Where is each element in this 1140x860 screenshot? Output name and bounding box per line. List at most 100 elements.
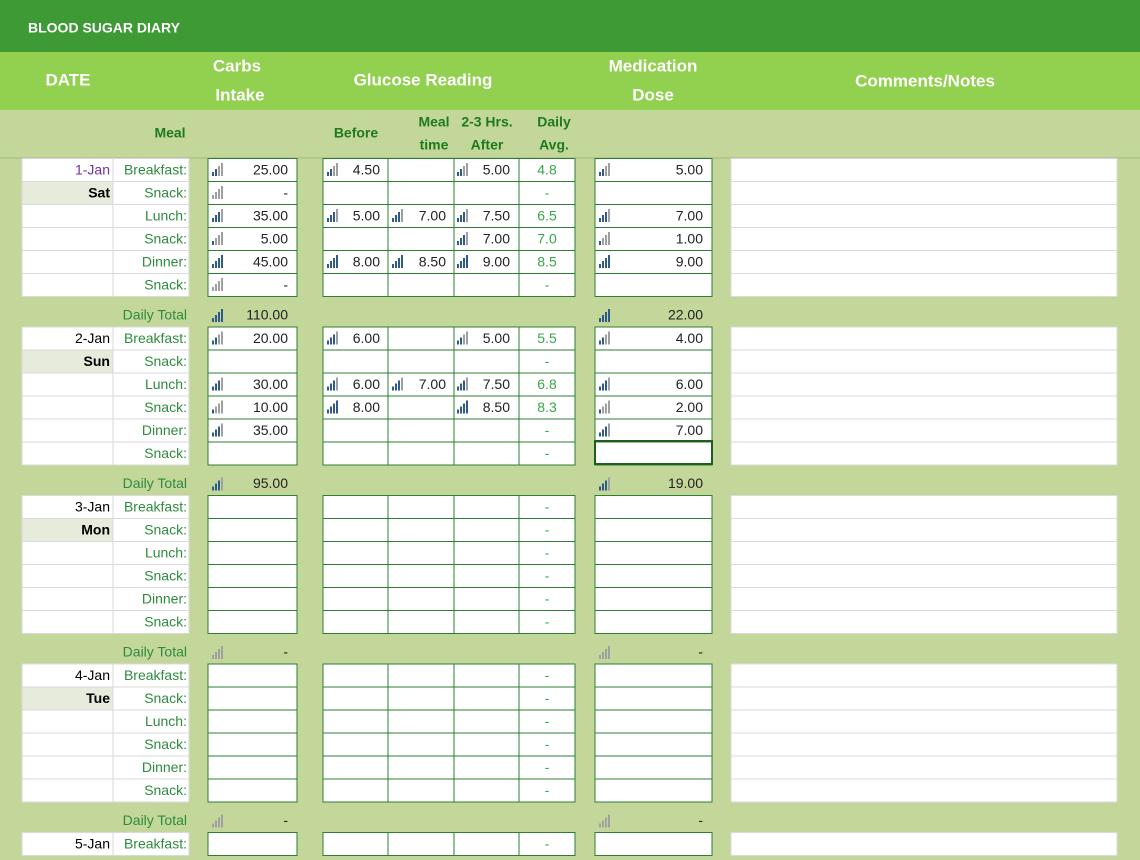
date-cell bbox=[21, 755, 114, 780]
selected-cell bbox=[594, 440, 713, 465]
icon-bar bbox=[218, 403, 220, 414]
icon-bar bbox=[218, 166, 220, 176]
icon-bar bbox=[327, 409, 329, 414]
med-cell bbox=[594, 778, 713, 803]
daily-avg: - bbox=[545, 836, 550, 852]
carbs-cell bbox=[207, 495, 298, 519]
icon-bar bbox=[221, 232, 223, 245]
icon-bar bbox=[463, 334, 465, 345]
before-cell bbox=[322, 227, 389, 251]
med-cell bbox=[594, 732, 713, 757]
before-value: 5.00 bbox=[353, 208, 380, 224]
daily-avg: - bbox=[545, 445, 550, 461]
before-cell bbox=[322, 832, 389, 856]
icon-bar bbox=[215, 406, 217, 414]
icon-bar bbox=[333, 334, 335, 345]
carbs-cell bbox=[207, 441, 298, 466]
icon-bar bbox=[602, 820, 604, 828]
icon-bar bbox=[460, 261, 462, 268]
before-cell bbox=[322, 755, 389, 780]
med-cell bbox=[594, 663, 713, 688]
icon-bar bbox=[466, 331, 468, 345]
daily-avg: - bbox=[545, 690, 550, 706]
icon-bar bbox=[215, 215, 217, 222]
icon-bar bbox=[333, 258, 335, 268]
icon-bar bbox=[330, 215, 332, 222]
after-cell bbox=[453, 349, 520, 374]
total-med: 19.00 bbox=[668, 475, 703, 491]
icon-bar bbox=[395, 383, 397, 391]
column-header: Intake bbox=[215, 85, 264, 104]
icon-bar bbox=[336, 400, 338, 414]
column-header: Carbs bbox=[213, 56, 261, 75]
date: 3-Jan bbox=[75, 499, 110, 515]
icon-bar bbox=[221, 309, 223, 322]
subheader: Daily bbox=[537, 114, 571, 130]
meal-label: Snack: bbox=[144, 231, 187, 247]
carbs-value: 45.00 bbox=[253, 254, 288, 270]
title: BLOOD SUGAR DIARY bbox=[28, 20, 181, 36]
icon-bar bbox=[336, 377, 338, 391]
icon-bar bbox=[218, 258, 220, 268]
icon-bar bbox=[605, 817, 607, 828]
icon-bar bbox=[460, 169, 462, 176]
med-cell bbox=[594, 564, 713, 588]
subheader: 2-3 Hrs. bbox=[461, 114, 512, 130]
mealtime-cell bbox=[387, 227, 455, 251]
meal-label: Breakfast: bbox=[124, 162, 187, 178]
icon-bar bbox=[599, 340, 601, 345]
after-cell bbox=[453, 273, 520, 297]
meal-label: Snack: bbox=[144, 690, 187, 706]
mealtime-cell bbox=[387, 564, 455, 588]
after-cell bbox=[453, 755, 520, 780]
weekday: Tue bbox=[86, 690, 110, 706]
total-label: Daily Total bbox=[123, 307, 187, 323]
icon-bar bbox=[215, 337, 217, 345]
meal-label: Dinner: bbox=[142, 591, 187, 607]
icon-bar bbox=[395, 215, 397, 222]
mealtime-value: 8.50 bbox=[419, 254, 446, 270]
meal-cell bbox=[112, 610, 190, 634]
daily-avg: - bbox=[545, 667, 550, 683]
icon-bar bbox=[330, 406, 332, 414]
icon-bar bbox=[608, 163, 610, 176]
carbs-cell bbox=[207, 564, 298, 588]
icon-bar bbox=[602, 169, 604, 176]
daily-avg: 8.5 bbox=[537, 254, 557, 270]
after-cell bbox=[453, 441, 520, 466]
before-value: 8.00 bbox=[353, 399, 380, 415]
icon-bar bbox=[463, 235, 465, 245]
daily-avg: 7.0 bbox=[537, 231, 557, 247]
meal-label: Lunch: bbox=[145, 376, 187, 392]
daily-avg: - bbox=[545, 499, 550, 515]
carbs-cell bbox=[207, 755, 298, 780]
carbs-value: - bbox=[283, 185, 288, 201]
icon-bar bbox=[608, 477, 610, 491]
icon-bar bbox=[602, 315, 604, 322]
total-label: Daily Total bbox=[123, 475, 187, 491]
icon-bar bbox=[218, 334, 220, 345]
comment-cell bbox=[730, 418, 1118, 443]
icon-bar bbox=[608, 209, 610, 222]
before-cell bbox=[322, 181, 389, 205]
meal-label: Snack: bbox=[144, 185, 187, 201]
carbs-cell bbox=[207, 518, 298, 542]
date-cell bbox=[21, 587, 114, 611]
icon-bar bbox=[218, 649, 220, 659]
comment-cell bbox=[730, 663, 1118, 688]
med-value: 7.00 bbox=[676, 208, 703, 224]
icon-bar bbox=[212, 340, 214, 345]
icon-bar bbox=[460, 238, 462, 245]
med-value: 2.00 bbox=[676, 399, 703, 415]
icon-bar bbox=[463, 380, 465, 391]
before-cell bbox=[322, 732, 389, 757]
med-cell bbox=[594, 349, 713, 374]
carbs-value: 35.00 bbox=[253, 208, 288, 224]
carbs-value: 10.00 bbox=[253, 399, 288, 415]
icon-bar bbox=[333, 166, 335, 176]
date-cell bbox=[21, 395, 114, 420]
icon-bar bbox=[215, 429, 217, 437]
avg-cell bbox=[518, 441, 576, 466]
after-value: 7.00 bbox=[483, 231, 510, 247]
